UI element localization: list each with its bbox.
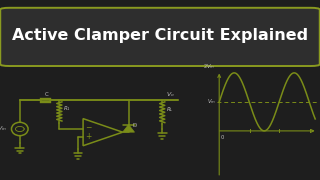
Text: Active Clamper Circuit Explained: Active Clamper Circuit Explained	[12, 28, 308, 43]
Text: −: −	[85, 123, 92, 132]
Text: D: D	[133, 123, 137, 128]
Text: $R_1$: $R_1$	[63, 104, 71, 113]
Text: $V_m$: $V_m$	[207, 97, 216, 106]
Text: +: +	[85, 132, 92, 141]
Text: 0: 0	[221, 135, 225, 140]
Text: $R_L$: $R_L$	[165, 105, 173, 114]
Text: C: C	[44, 92, 48, 97]
Polygon shape	[123, 125, 134, 132]
Text: $V_o$: $V_o$	[166, 90, 175, 99]
Text: $2V_m$: $2V_m$	[203, 62, 216, 71]
Text: $V_{in}$: $V_{in}$	[0, 124, 7, 133]
FancyBboxPatch shape	[0, 8, 320, 66]
